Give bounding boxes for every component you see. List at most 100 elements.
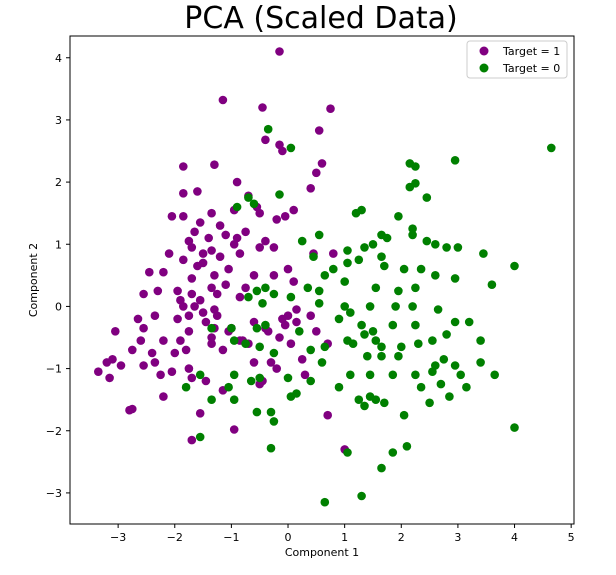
- scatter-point: [201, 317, 211, 327]
- x-tick-label: −3: [110, 531, 126, 544]
- scatter-point: [408, 224, 417, 233]
- scatter-point: [292, 317, 301, 327]
- scatter-point: [156, 370, 165, 380]
- scatter-point: [360, 330, 369, 339]
- scatter-point: [343, 246, 352, 255]
- scatter-point: [187, 243, 197, 252]
- scatter-point: [357, 320, 366, 330]
- y-tick-label: 4: [55, 52, 62, 65]
- scatter-point: [314, 126, 324, 135]
- scatter-point: [255, 243, 264, 252]
- y-tick-label: −3: [46, 487, 62, 500]
- scatter-point: [190, 302, 199, 311]
- scatter-point: [224, 264, 233, 274]
- scatter-point: [428, 367, 437, 377]
- scatter-point: [159, 392, 168, 401]
- scatter-point: [314, 230, 324, 240]
- scatter-point: [229, 336, 239, 345]
- scatter-point: [184, 311, 194, 321]
- scatter-point: [289, 205, 299, 215]
- scatter-point: [382, 233, 392, 243]
- scatter-point: [179, 189, 188, 198]
- scatter-point: [269, 271, 279, 280]
- scatter-point: [190, 227, 199, 237]
- scatter-point: [184, 364, 194, 373]
- scatter-point: [371, 283, 381, 293]
- scatter-point: [261, 135, 270, 145]
- scatter-point: [105, 373, 114, 383]
- scatter-point: [150, 358, 160, 367]
- scatter-point: [210, 271, 219, 280]
- x-tick-label: 2: [398, 531, 405, 544]
- scatter-point: [212, 289, 222, 299]
- scatter-point: [377, 463, 386, 473]
- scatter-point: [167, 212, 177, 221]
- scatter-point: [329, 264, 338, 274]
- scatter-point: [320, 497, 330, 507]
- scatter-point: [348, 339, 358, 349]
- scatter-point: [139, 323, 148, 333]
- scatter-point: [343, 448, 352, 457]
- scatter-point: [266, 407, 276, 417]
- scatter-point: [195, 295, 205, 305]
- scatter-point: [255, 373, 264, 383]
- scatter-point: [94, 367, 103, 377]
- scatter-point: [269, 417, 279, 426]
- scatter-point: [292, 389, 301, 398]
- scatter-point: [334, 314, 344, 324]
- scatter-point: [187, 289, 197, 299]
- scatter-point: [255, 379, 264, 389]
- scatter-point: [212, 311, 222, 321]
- scatter-point: [306, 311, 316, 321]
- scatter-point: [295, 327, 304, 336]
- scatter-point: [275, 333, 284, 342]
- scatter-point: [215, 221, 225, 230]
- scatter-point: [380, 261, 389, 271]
- legend-label-target-1: Target = 1: [502, 45, 560, 58]
- scatter-point: [244, 292, 253, 302]
- scatter-point: [170, 348, 180, 358]
- scatter-point: [204, 233, 213, 243]
- scatter-point: [286, 143, 296, 153]
- y-axis-label: Component 2: [27, 243, 40, 317]
- scatter-point: [462, 382, 471, 392]
- scatter-point: [278, 146, 287, 156]
- scatter-point: [371, 336, 381, 345]
- scatter-point: [314, 299, 324, 308]
- scatter-point: [139, 289, 148, 299]
- scatter-point: [218, 95, 228, 105]
- scatter-point: [306, 184, 316, 193]
- scatter-point: [450, 317, 460, 327]
- scatter-point: [368, 240, 378, 249]
- scatter-point: [261, 283, 270, 293]
- scatter-point: [450, 156, 460, 165]
- scatter-point: [229, 370, 239, 380]
- plot-area-background: [70, 36, 574, 524]
- scatter-point: [312, 168, 321, 178]
- scatter-point: [416, 382, 426, 392]
- scatter-point: [187, 373, 197, 383]
- scatter-point: [266, 443, 276, 453]
- scatter-point: [346, 308, 355, 317]
- scatter-point: [399, 410, 409, 420]
- scatter-point: [286, 292, 296, 302]
- scatter-point: [411, 370, 420, 380]
- scatter-point: [292, 305, 301, 314]
- scatter-point: [252, 407, 262, 417]
- legend-marker-target-0: [479, 63, 489, 73]
- scatter-point: [365, 370, 375, 380]
- scatter-point: [442, 330, 451, 339]
- y-tick-label: −2: [46, 425, 62, 438]
- scatter-point: [411, 162, 420, 171]
- scatter-point: [411, 283, 420, 293]
- scatter-point: [207, 246, 216, 255]
- scatter-point: [306, 376, 316, 386]
- scatter-point: [431, 240, 440, 249]
- scatter-point: [354, 255, 364, 265]
- scatter-point: [363, 351, 372, 361]
- scatter-point: [272, 364, 282, 373]
- scatter-point: [411, 320, 420, 330]
- scatter-point: [297, 355, 307, 364]
- scatter-point: [422, 236, 432, 246]
- scatter-point: [229, 395, 239, 405]
